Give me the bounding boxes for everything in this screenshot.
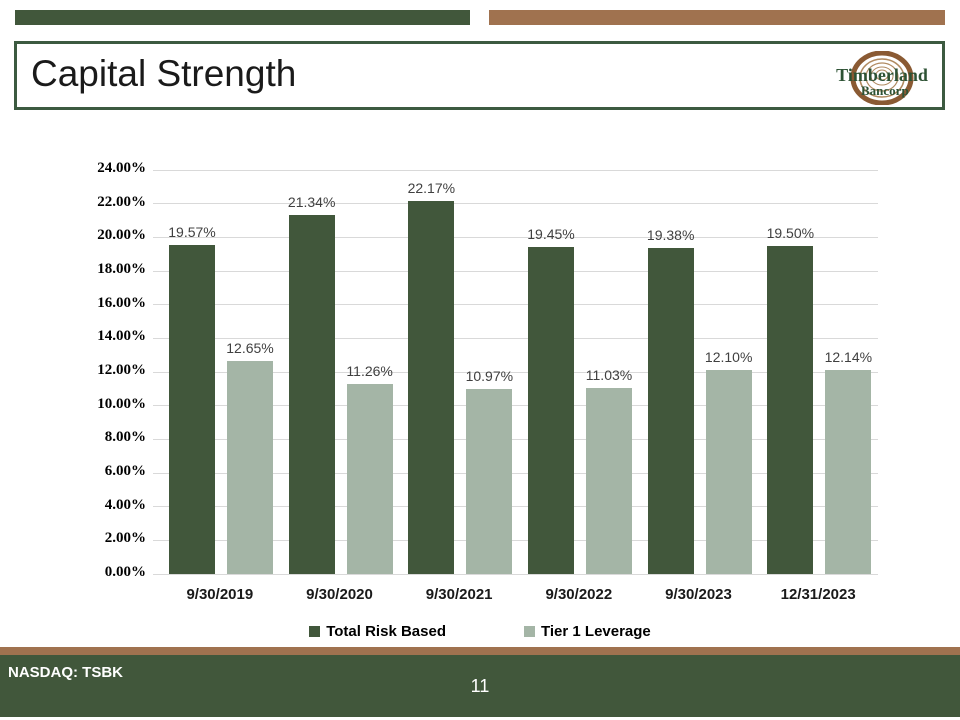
legend-item-total-risk-based: Total Risk Based <box>309 623 446 640</box>
bar-value-label: 12.10% <box>704 349 753 366</box>
gridline <box>153 539 878 541</box>
bar-chart: 0.00% 2.00% 4.00% 6.00% 8.00% 10.00% 12.00% 14.… <box>97 160 878 603</box>
footer-accent-bar <box>0 647 960 655</box>
legend-item-tier-1-leverage: Tier 1 Leverage <box>523 622 651 640</box>
legend-label-total-risk-based: Total Risk Based <box>326 622 446 640</box>
y-axis-label: 8.00% <box>104 429 146 446</box>
chart-bar <box>528 246 574 574</box>
gridline <box>153 270 878 272</box>
bar-value-label: 11.26% <box>346 363 393 380</box>
y-axis-label: 4.00% <box>104 496 146 513</box>
bar-value-label: 12.14% <box>824 348 873 365</box>
chart-legend: Total Risk Based Tier 1 Leverage <box>0 620 960 642</box>
bar-value-label: 19.45% <box>527 225 575 242</box>
chart-bar <box>466 389 513 574</box>
y-axis-label: 24.00% <box>97 160 146 176</box>
legend-label-tier-1-leverage: Tier 1 Leverage <box>540 622 651 640</box>
chart-bar <box>288 214 335 574</box>
bar-value-label: 12.65% <box>226 340 274 357</box>
footer: NASDAQ: TSBK 11 <box>0 655 960 717</box>
gridline <box>153 472 878 474</box>
chart-bar <box>408 200 455 574</box>
page-title: Capital Strength <box>31 53 297 94</box>
gridline <box>153 438 878 440</box>
bar-value-label: 21.34% <box>287 193 336 210</box>
gridline <box>153 506 878 508</box>
bar-value-label: 10.97% <box>465 368 514 385</box>
x-axis-label: 9/30/2021 <box>425 586 493 603</box>
gridline <box>153 236 878 238</box>
y-axis-label: 0.00% <box>104 564 146 580</box>
x-axis-label: 9/30/2019 <box>186 586 254 603</box>
x-axis-label: 9/30/2022 <box>545 586 613 603</box>
y-axis-label: 6.00% <box>104 463 146 479</box>
chart-bar <box>227 361 273 574</box>
logo-subname: Bancorp <box>861 83 909 98</box>
gridline <box>153 169 878 171</box>
gridline <box>153 337 878 339</box>
top-accent-strip-green <box>15 10 470 25</box>
y-axis-label: 16.00% <box>97 294 146 311</box>
logo-name: Timberland <box>836 65 928 85</box>
gridline <box>153 304 878 306</box>
company-logo: Timberland Bancorp <box>827 51 937 105</box>
gridline <box>153 405 878 407</box>
chart-bar <box>169 244 215 574</box>
gridline <box>153 371 878 373</box>
x-axis-label: 9/30/2020 <box>306 586 373 603</box>
bar-value-label: 19.50% <box>766 224 815 241</box>
top-accent-strip-brown <box>489 10 945 25</box>
y-axis-label: 18.00% <box>97 261 146 277</box>
chart-bar <box>705 370 752 574</box>
y-axis-label: 14.00% <box>97 328 146 345</box>
x-axis-label: 12/31/2023 <box>780 586 856 603</box>
bar-value-label: 19.38% <box>646 226 695 243</box>
y-axis-label: 22.00% <box>97 193 146 210</box>
gridline <box>153 203 878 205</box>
chart-bar <box>647 247 694 574</box>
y-axis-label: 10.00% <box>97 395 146 412</box>
ticker-label: NASDAQ: TSBK <box>8 664 123 681</box>
bar-value-label: 22.17% <box>407 179 456 196</box>
chart-bar <box>586 388 632 574</box>
title-bar: Capital Strength Timberland Bancorp <box>14 41 945 110</box>
page-number: 11 <box>470 676 490 696</box>
legend-swatch-tier-1-leverage <box>523 625 535 637</box>
chart-bar <box>346 384 393 574</box>
bar-value-label: 19.57% <box>168 223 216 240</box>
bar-value-label: 11.03% <box>585 367 633 384</box>
legend-swatch-total-risk-based <box>309 625 321 637</box>
chart-bar <box>825 369 872 574</box>
gridline <box>153 573 878 575</box>
x-axis-label: 9/30/2023 <box>665 586 732 603</box>
tree-rings-icon <box>850 51 914 105</box>
y-axis-label: 2.00% <box>104 530 146 547</box>
y-axis-label: 20.00% <box>97 227 146 244</box>
y-axis-label: 12.00% <box>97 362 146 378</box>
chart-bar <box>767 245 814 574</box>
